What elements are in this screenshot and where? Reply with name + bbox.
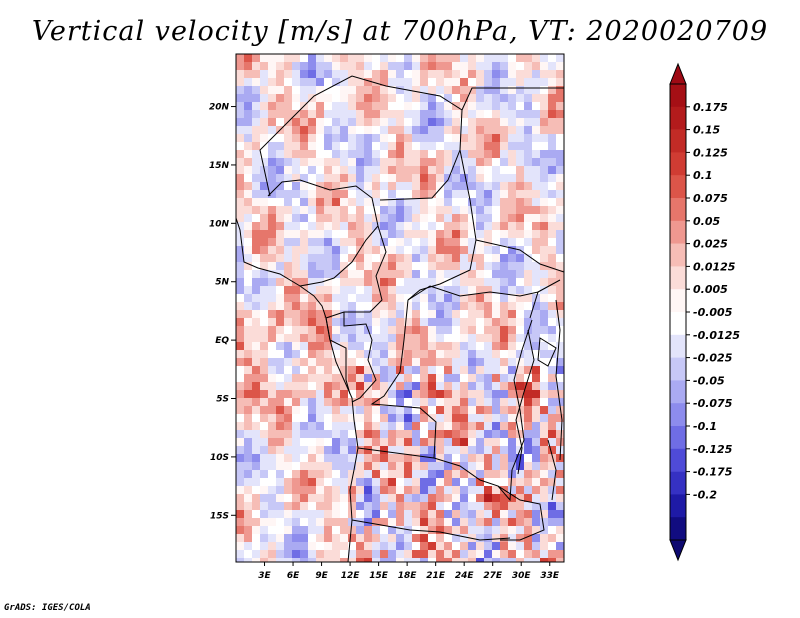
lon-tick-label: 3E xyxy=(258,571,271,581)
colorbar-label: -0.1 xyxy=(693,420,717,433)
border-gabon xyxy=(325,317,351,395)
colorbar-label: 0.125 xyxy=(693,146,728,159)
lat-tick-label: 10S xyxy=(210,453,229,463)
lon-tick-label: 9E xyxy=(315,571,328,581)
colorbar-segment xyxy=(670,152,686,176)
lon-tick-label: 21E xyxy=(426,571,446,581)
colorbar-label: -0.075 xyxy=(693,397,733,410)
colorbar-segment xyxy=(670,357,686,381)
colorbar-segment xyxy=(670,106,686,130)
lat-tick-label: EQ xyxy=(215,336,229,346)
colorbar-label: 0.15 xyxy=(693,124,720,137)
border-sudan xyxy=(475,239,564,293)
great-lakes xyxy=(515,329,557,501)
colorbar-segment xyxy=(670,403,686,427)
map-title: Vertical velocity [m/s] at 700hPa, VT: 2… xyxy=(31,16,769,47)
country-borders xyxy=(236,75,564,562)
lat-tick-label: 15N xyxy=(209,161,230,171)
map-frame xyxy=(235,53,565,563)
colorbar-segment xyxy=(670,334,686,358)
colorbar-segment xyxy=(670,289,686,313)
colorbar-label: -0.05 xyxy=(693,374,725,387)
colorbar-bottom-arrow xyxy=(669,539,687,562)
border-congo xyxy=(343,312,377,403)
colorbar-label: 0.0125 xyxy=(693,260,736,273)
latitude-axis: 20N 15N 10N 5N EQ 5S 10S 15S xyxy=(209,103,236,521)
colorbar-segment xyxy=(670,84,686,108)
lat-tick-label: 10N xyxy=(209,219,230,229)
colorbar-label: 0.005 xyxy=(693,283,728,296)
colorbar-label: -0.125 xyxy=(693,443,733,456)
colorbar-segment xyxy=(670,494,686,518)
colorbar: 0.175 0.15 0.125 0.1 0.075 0.05 0.025 0.0125 0.0… xyxy=(669,62,740,562)
velocity-field xyxy=(236,54,564,562)
colorbar-label: 0.1 xyxy=(693,169,713,182)
colorbar-segment xyxy=(670,175,686,199)
lat-tick-label: 15S xyxy=(210,511,229,521)
lon-tick-label: 27E xyxy=(483,571,503,581)
colorbar-segment xyxy=(670,380,686,404)
colorbar-segment xyxy=(670,517,686,541)
lat-tick-label: 5S xyxy=(216,395,229,405)
colorbar-label: -0.0125 xyxy=(693,329,740,342)
colorbar-segment xyxy=(670,129,686,153)
lat-tick-label: 5N xyxy=(215,278,229,288)
colorbar-label: 0.075 xyxy=(693,192,728,205)
lon-tick-label: 33E xyxy=(540,571,560,581)
colorbar-segment xyxy=(670,243,686,267)
border-angola xyxy=(351,447,511,541)
border-chad xyxy=(407,87,564,301)
lon-tick-label: 18E xyxy=(398,571,418,581)
colorbar-segment xyxy=(670,198,686,222)
colorbar-segment xyxy=(670,426,686,450)
border-nigeria xyxy=(267,179,379,287)
lat-tick-label: 20N xyxy=(209,103,230,113)
colorbar-label: 0.025 xyxy=(693,238,728,251)
longitude-axis: 3E 6E 9E 12E 15E 18E 21E 24E 27E 30E 33E xyxy=(258,562,560,581)
lon-tick-label: 12E xyxy=(341,571,361,581)
grads-credit: GrADS: IGES/COLA xyxy=(4,603,91,613)
coast-east-edge xyxy=(555,299,563,461)
lon-tick-label: 24E xyxy=(455,571,475,581)
colorbar-label: -0.175 xyxy=(693,466,733,479)
colorbar-segment xyxy=(670,220,686,244)
border-drc xyxy=(370,299,533,502)
lon-tick-label: 15E xyxy=(369,571,389,581)
colorbar-segment xyxy=(670,266,686,290)
colorbar-label: 0.05 xyxy=(693,215,720,228)
lon-tick-label: 6E xyxy=(287,571,300,581)
colorbar-segment xyxy=(670,471,686,495)
colorbar-label: -0.2 xyxy=(693,488,717,501)
colorbar-label: 0.175 xyxy=(693,101,728,114)
border-niger xyxy=(259,75,463,201)
border-zambia xyxy=(497,485,545,541)
colorbar-label: -0.005 xyxy=(693,306,733,319)
lon-tick-label: 30E xyxy=(512,571,532,581)
colorbar-top-arrow xyxy=(669,62,687,85)
colorbar-label: -0.025 xyxy=(693,352,733,365)
colorbar-segment xyxy=(670,312,686,336)
colorbar-segment xyxy=(670,448,686,472)
